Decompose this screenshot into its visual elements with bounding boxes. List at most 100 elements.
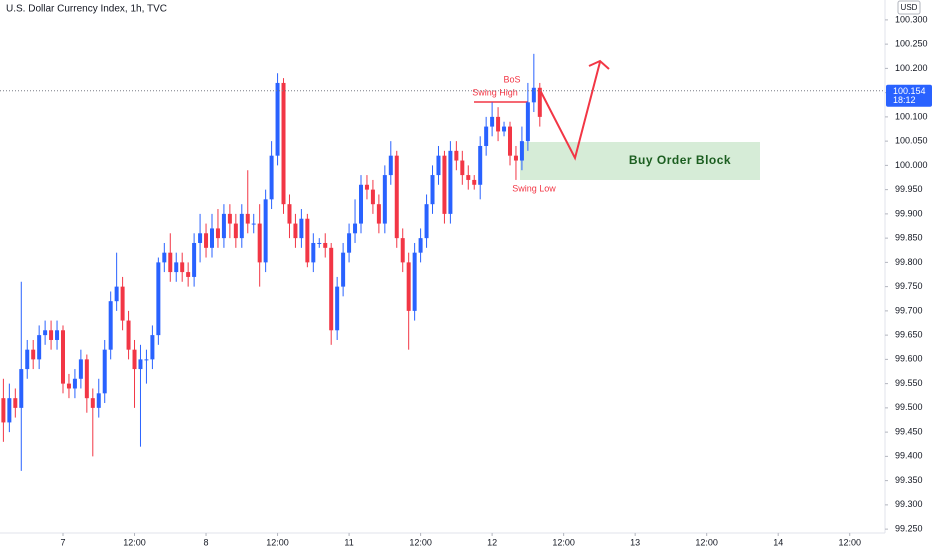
y-tick-label: 99.700 xyxy=(895,305,923,315)
body xyxy=(174,262,179,273)
body xyxy=(472,179,477,185)
x-tick-label: 14 xyxy=(773,537,783,547)
body xyxy=(150,335,155,360)
body xyxy=(484,126,489,146)
body xyxy=(49,330,54,340)
body xyxy=(186,272,191,277)
body xyxy=(436,155,441,176)
x-tick-label: 12:00 xyxy=(552,537,575,547)
body xyxy=(269,155,274,200)
y-tick-label: 100.050 xyxy=(895,136,928,146)
body xyxy=(162,252,167,263)
body xyxy=(245,213,250,224)
body xyxy=(132,349,137,370)
x-tick-label: 11 xyxy=(344,537,353,547)
body xyxy=(406,262,411,311)
body xyxy=(418,238,423,253)
body xyxy=(126,320,131,350)
y-tick-label: 99.650 xyxy=(895,330,923,340)
body xyxy=(466,175,471,180)
body xyxy=(496,116,501,132)
body xyxy=(227,213,232,224)
x-tick-label: 8 xyxy=(204,537,209,547)
body xyxy=(221,213,226,239)
currency: USD xyxy=(901,3,918,12)
y-tick-label: 99.750 xyxy=(895,281,923,291)
body xyxy=(90,398,95,408)
last-price-box xyxy=(886,84,932,107)
x-tick-label: 12:00 xyxy=(695,537,718,547)
x-tick-label: 12:00 xyxy=(838,537,861,547)
body xyxy=(364,184,369,190)
body xyxy=(60,330,65,384)
x-tick-label: 12 xyxy=(487,537,497,547)
body xyxy=(72,378,77,389)
body xyxy=(388,155,393,176)
order-block-zone xyxy=(520,142,760,180)
x-tick-label: 7 xyxy=(60,537,65,547)
x-tick-label: 12:00 xyxy=(409,537,432,547)
projection-arrow xyxy=(539,61,601,161)
body xyxy=(275,82,280,156)
body xyxy=(358,184,363,224)
x-tick-label: 12:00 xyxy=(266,537,289,547)
y-tick-label: 100.100 xyxy=(895,111,928,121)
body xyxy=(209,228,214,248)
body xyxy=(19,369,24,408)
body xyxy=(430,175,435,205)
body xyxy=(120,286,125,321)
body xyxy=(513,155,518,161)
last-price-label: 100.154 xyxy=(893,86,926,96)
body xyxy=(156,262,161,336)
swing-low-label: Swing Low xyxy=(512,183,556,193)
body xyxy=(341,252,346,287)
x-tick-label: 12:00 xyxy=(123,537,146,547)
y-tick-label: 100.000 xyxy=(895,160,928,170)
body xyxy=(502,126,507,132)
body xyxy=(114,286,119,302)
swing-high-label: Swing High xyxy=(472,87,518,97)
y-tick-label: 99.600 xyxy=(895,354,923,364)
body xyxy=(347,233,352,253)
y-tick-label: 100.200 xyxy=(895,63,928,73)
y-tick-label: 99.550 xyxy=(895,378,923,388)
y-tick-label: 100.300 xyxy=(895,14,928,24)
body xyxy=(412,252,417,311)
y-tick-label: 99.300 xyxy=(895,499,923,509)
body xyxy=(78,359,83,379)
body xyxy=(370,189,375,205)
countdown: 18:12 xyxy=(893,95,916,105)
body xyxy=(138,359,143,370)
y-tick-label: 99.900 xyxy=(895,208,923,218)
body xyxy=(102,349,107,394)
body xyxy=(7,398,12,423)
body xyxy=(305,218,310,263)
body xyxy=(66,383,71,389)
body xyxy=(215,228,220,239)
currency-box[interactable] xyxy=(897,0,921,15)
y-tick-label: 99.350 xyxy=(895,475,923,485)
body xyxy=(108,301,113,350)
body xyxy=(1,398,6,423)
body xyxy=(478,145,483,185)
body xyxy=(25,349,30,370)
y-tick-label: 99.450 xyxy=(895,426,923,436)
body xyxy=(263,199,268,263)
body xyxy=(55,330,60,340)
body xyxy=(239,213,244,239)
body xyxy=(192,242,197,277)
body xyxy=(317,242,322,244)
x-tick-label: 13 xyxy=(630,537,640,547)
y-tick-label: 99.950 xyxy=(895,184,923,194)
order-block-label: Buy Order Block xyxy=(629,153,731,167)
body xyxy=(233,223,238,239)
y-tick-label: 99.400 xyxy=(895,451,923,461)
body xyxy=(31,349,36,360)
body xyxy=(382,175,387,224)
y-tick-label: 100.250 xyxy=(895,39,928,49)
chart-title: U.S. Dollar Currency Index, 1h, TVC xyxy=(6,4,167,15)
body xyxy=(525,102,530,142)
y-tick-label: 99.500 xyxy=(895,402,923,412)
body xyxy=(335,286,340,331)
body xyxy=(531,87,536,103)
